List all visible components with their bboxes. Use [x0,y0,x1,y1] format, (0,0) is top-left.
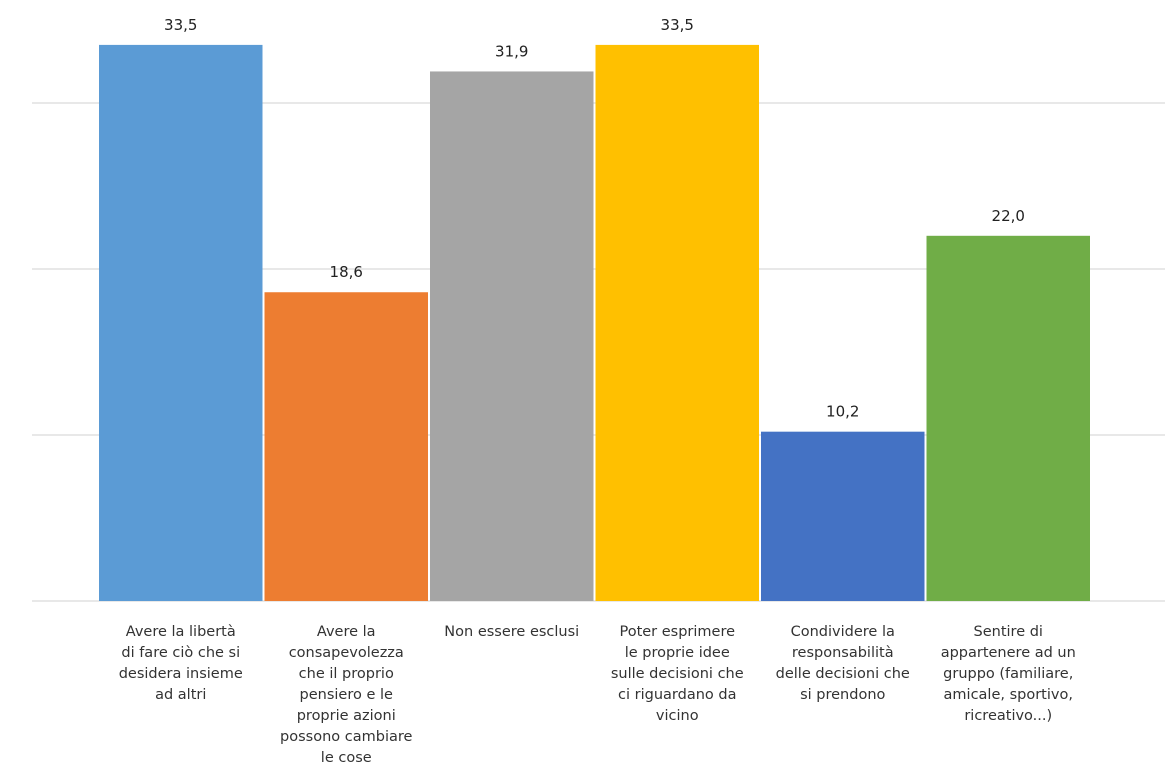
bar-3 [430,71,594,601]
bar-2 [264,292,428,601]
bars [99,44,1090,602]
bar-6 [926,235,1090,602]
category-label-1: Avere la libertà di fare ciò che si desi… [118,624,243,703]
category-label-6: Sentire di appartenere ad un gruppo (fam… [940,624,1076,724]
data-label-6: 22,0 [992,207,1025,225]
bar-1 [99,44,263,601]
data-label-2: 18,6 [330,263,363,281]
data-label-3: 31,9 [495,42,528,60]
data-label-5: 10,2 [826,403,859,421]
category-label-5: Condividere la responsabilità delle deci… [775,624,910,703]
bar-5 [761,431,925,601]
bar-4 [595,44,759,601]
category-label-3: Non essere esclusi [444,624,580,640]
data-label-4: 33,5 [661,16,694,34]
category-label-2: Avere la consapevolezza che il proprio p… [280,624,413,766]
data-label-1: 33,5 [164,16,197,34]
value-labels: 33,5 18,6 31,9 33,5 10,2 22,0 [164,16,1025,421]
category-label-4: Poter esprimere le proprie idee sulle de… [610,624,744,724]
